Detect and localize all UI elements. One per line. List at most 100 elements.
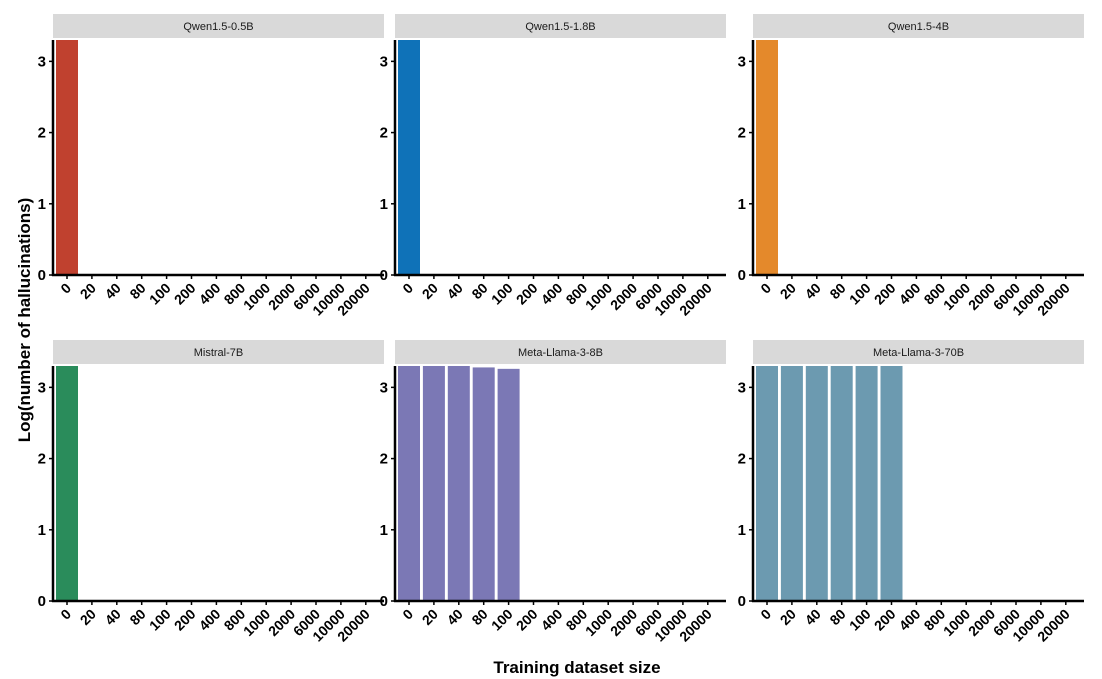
facet-strip — [395, 14, 726, 38]
x-tick-label: 2000 — [965, 280, 998, 313]
y-tick-label: 3 — [380, 53, 388, 70]
bar — [805, 366, 828, 601]
x-tick-label: 100 — [846, 280, 874, 308]
bar — [447, 366, 470, 601]
x-tick-label: 80 — [826, 606, 848, 628]
x-tick-label: 200 — [513, 280, 541, 308]
x-tick-label: 400 — [538, 280, 566, 308]
x-tick-label: 1000 — [240, 606, 273, 639]
facet-strip — [753, 340, 1084, 364]
facet-strip — [395, 340, 726, 364]
x-tick-label: 40 — [102, 280, 124, 302]
y-tick-label: 3 — [38, 53, 46, 70]
y-tick-label: 2 — [738, 125, 746, 142]
x-tick-label: 1000 — [240, 280, 273, 313]
x-tick-label: 20 — [419, 606, 441, 628]
y-tick-label: 0 — [38, 593, 46, 610]
y-axis-title: Log(number of hallucinations) — [15, 198, 34, 443]
facet-strip-label: Qwen1.5-0.5B — [183, 21, 253, 33]
facet-strip-label: Mistral-7B — [194, 347, 244, 359]
y-tick-label: 2 — [380, 125, 388, 142]
x-tick-label: 20 — [419, 280, 441, 302]
bar — [56, 366, 78, 601]
bar — [56, 40, 78, 275]
x-tick-label: 20 — [77, 280, 99, 302]
x-tick-label: 20 — [77, 606, 99, 628]
y-tick-label: 3 — [738, 379, 746, 396]
x-tick-label: 80 — [126, 280, 148, 302]
x-tick-label: 100 — [846, 606, 874, 634]
bar — [398, 40, 420, 275]
x-tick-label: 40 — [444, 280, 466, 302]
x-tick-label: 0 — [57, 280, 74, 297]
x-tick-label: 2000 — [265, 606, 298, 639]
bar — [398, 366, 420, 601]
x-tick-label: 200 — [171, 606, 199, 634]
x-axis-title: Training dataset size — [493, 658, 660, 677]
x-tick-label: 0 — [57, 606, 74, 623]
y-tick-label: 0 — [380, 267, 388, 284]
x-tick-label: 80 — [126, 606, 148, 628]
x-tick-label: 100 — [488, 606, 516, 634]
y-tick-label: 2 — [38, 451, 46, 468]
x-tick-label: 1000 — [582, 606, 615, 639]
x-tick-label: 2000 — [265, 280, 298, 313]
bar — [880, 366, 903, 601]
x-tick-label: 40 — [444, 606, 466, 628]
bar — [422, 366, 445, 601]
bar — [472, 367, 495, 601]
facet-strip-label: Meta-Llama-3-70B — [873, 347, 964, 359]
y-tick-label: 0 — [380, 593, 388, 610]
y-tick-label: 1 — [380, 196, 388, 213]
x-tick-label: 0 — [399, 280, 416, 297]
y-tick-label: 1 — [380, 522, 388, 539]
x-tick-label: 1000 — [940, 606, 973, 639]
x-tick-label: 80 — [826, 280, 848, 302]
x-tick-label: 2000 — [607, 280, 640, 313]
x-tick-label: 20 — [777, 606, 799, 628]
x-tick-label: 40 — [102, 606, 124, 628]
bar — [830, 366, 853, 601]
y-tick-label: 3 — [38, 379, 46, 396]
x-tick-label: 80 — [468, 606, 490, 628]
facet-strip — [753, 14, 1084, 38]
x-tick-label: 400 — [896, 606, 924, 634]
facet-strip — [53, 340, 384, 364]
facet-strip-label: Qwen1.5-4B — [888, 21, 949, 33]
x-tick-label: 200 — [171, 280, 199, 308]
x-tick-label: 200 — [871, 280, 899, 308]
y-tick-label: 2 — [738, 451, 746, 468]
x-tick-label: 40 — [802, 606, 824, 628]
x-tick-label: 200 — [513, 606, 541, 634]
x-tick-label: 100 — [146, 280, 174, 308]
x-tick-label: 400 — [196, 280, 224, 308]
x-tick-label: 20 — [777, 280, 799, 302]
x-tick-label: 400 — [538, 606, 566, 634]
bar — [497, 368, 520, 601]
x-tick-label: 400 — [896, 280, 924, 308]
bar — [780, 366, 803, 601]
x-tick-label: 0 — [399, 606, 416, 623]
y-tick-label: 0 — [38, 267, 46, 284]
y-tick-label: 2 — [380, 451, 388, 468]
facet-strip-label: Qwen1.5-1.8B — [525, 21, 595, 33]
y-tick-label: 1 — [38, 196, 46, 213]
y-tick-label: 3 — [738, 53, 746, 70]
y-tick-label: 1 — [738, 522, 746, 539]
bar — [855, 366, 878, 601]
y-tick-label: 0 — [738, 593, 746, 610]
y-tick-label: 1 — [738, 196, 746, 213]
x-tick-label: 400 — [196, 606, 224, 634]
y-tick-label: 2 — [38, 125, 46, 142]
x-tick-label: 100 — [146, 606, 174, 634]
x-tick-label: 40 — [802, 280, 824, 302]
x-tick-label: 2000 — [607, 606, 640, 639]
